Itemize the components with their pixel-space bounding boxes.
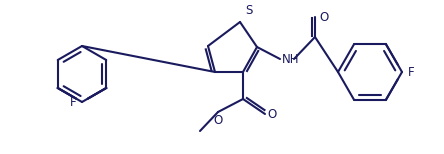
Text: O: O <box>319 10 328 24</box>
Text: F: F <box>408 65 415 79</box>
Text: F: F <box>69 95 76 109</box>
Text: O: O <box>267 107 276 120</box>
Text: O: O <box>214 114 222 127</box>
Text: NH: NH <box>282 53 300 65</box>
Text: S: S <box>245 4 252 17</box>
